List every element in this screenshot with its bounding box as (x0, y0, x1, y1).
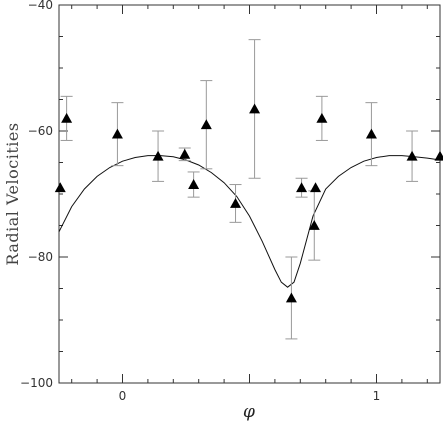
data-point-marker (152, 150, 164, 161)
x-tick-label: 0 (119, 389, 127, 403)
data-point-marker (249, 103, 261, 114)
data-point-marker (54, 182, 66, 193)
y-tick-label: −100 (20, 376, 53, 390)
y-tick-label: −80 (28, 250, 53, 264)
y-tick-labels: −100 −80 −60 −40 (20, 0, 53, 390)
data-point-marker (406, 150, 418, 161)
data-point-marker (61, 112, 73, 123)
axis-ticks (59, 4, 440, 384)
data-point-marker (316, 112, 328, 123)
fit-curve (58, 155, 441, 288)
data-point-marker (188, 179, 200, 189)
error-bars (60, 39, 419, 340)
data-point-marker (200, 119, 212, 130)
y-tick-label: −60 (28, 124, 53, 138)
y-axis-title: Radial Velocities (3, 122, 22, 265)
data-point-marker (111, 128, 123, 139)
x-axis-title: φ (243, 402, 255, 422)
plot-frame (58, 4, 441, 384)
data-point-marker (365, 128, 377, 139)
data-point-marker (230, 197, 242, 208)
y-tick-label: −40 (28, 0, 53, 12)
data-point-marker (310, 182, 322, 193)
data-point-marker (308, 220, 320, 230)
data-point-marker (179, 148, 191, 159)
data-point-marker (434, 150, 443, 161)
data-point-marker (296, 182, 308, 193)
x-tick-label: 1 (373, 389, 381, 403)
data-point-marker (285, 292, 297, 303)
data-points (54, 103, 443, 303)
